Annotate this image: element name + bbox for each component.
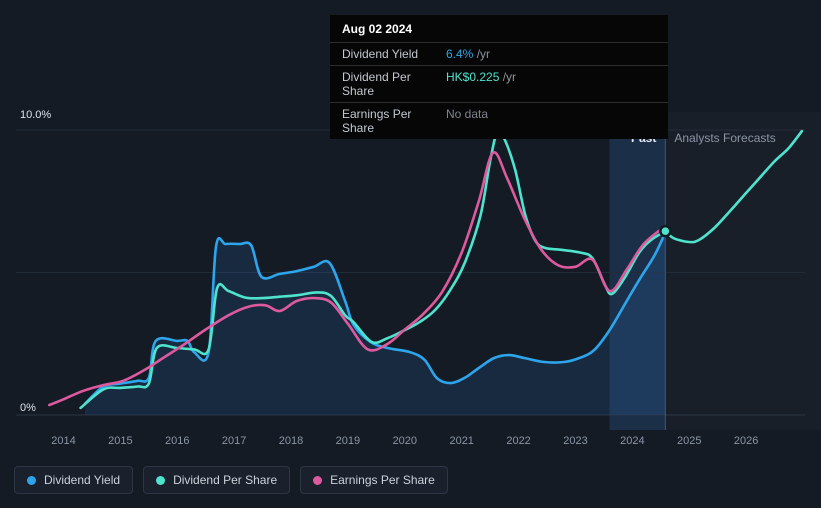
past-highlight-band bbox=[609, 112, 666, 430]
tooltip-value-group: No data bbox=[446, 107, 488, 121]
series-dividend-per-share-forecast bbox=[664, 129, 804, 244]
legend-item-earnings-per-share[interactable]: Earnings Per Share bbox=[300, 466, 448, 494]
x-axis-tick-label: 2023 bbox=[563, 435, 587, 447]
tooltip-row-earnings-per-share: Earnings Per Share No data bbox=[330, 102, 668, 139]
tooltip-value-group: HK$0.225 /yr bbox=[446, 70, 516, 84]
tooltip-label: Dividend Yield bbox=[342, 47, 419, 61]
tooltip-value-suffix: /yr bbox=[499, 70, 517, 84]
legend-label: Dividend Yield bbox=[44, 473, 121, 487]
tooltip-value: HK$0.225 bbox=[446, 70, 500, 84]
x-axis-tick-label: 2020 bbox=[393, 435, 417, 447]
tooltip-date: Aug 02 2024 bbox=[342, 22, 413, 36]
current-value-marker[interactable] bbox=[659, 224, 672, 238]
y-axis-label-bottom: 0% bbox=[20, 402, 36, 414]
tooltip-label: Earnings Per Share bbox=[342, 107, 412, 135]
x-axis-tick-label: 2017 bbox=[222, 435, 246, 447]
tooltip-value-group: 6.4% /yr bbox=[446, 47, 490, 61]
legend-dot-icon bbox=[27, 475, 36, 485]
x-axis-tick-label: 2025 bbox=[677, 435, 701, 447]
x-axis-tick-label: 2015 bbox=[108, 435, 132, 447]
x-axis-tick-label: 2024 bbox=[620, 435, 644, 447]
forecast-label: Analysts Forecasts bbox=[674, 131, 775, 145]
tooltip-label: Dividend Per Share bbox=[342, 70, 411, 98]
tooltip-row-dividend-per-share: Dividend Per Share HK$0.225 /yr bbox=[330, 65, 668, 102]
chart-tooltip: Aug 02 2024 Dividend Yield 6.4% /yr Divi… bbox=[330, 15, 668, 139]
tooltip-row-dividend-yield: Dividend Yield 6.4% /yr bbox=[330, 42, 668, 65]
series-dividend-yield bbox=[83, 231, 667, 405]
tooltip-value: 6.4% bbox=[446, 47, 474, 61]
x-axis-tick-label: 2026 bbox=[734, 435, 758, 447]
legend-dot-icon bbox=[156, 475, 166, 485]
x-axis-tick-label: 2014 bbox=[51, 435, 75, 447]
forecast-region bbox=[665, 112, 821, 430]
y-axis-label-top: 10.0% bbox=[20, 109, 51, 121]
tooltip-value: No data bbox=[446, 107, 489, 121]
chart-legend: Dividend Yield Dividend Per Share Earnin… bbox=[14, 466, 448, 494]
tooltip-value-suffix: /yr bbox=[473, 47, 491, 61]
x-axis-tick-label: 2022 bbox=[506, 435, 530, 447]
series-earnings-per-share bbox=[48, 151, 666, 407]
legend-item-dividend-yield[interactable]: Dividend Yield bbox=[14, 466, 134, 494]
legend-label: Earnings Per Share bbox=[330, 473, 435, 487]
x-axis-tick-label: 2021 bbox=[449, 435, 473, 447]
x-axis-tick-label: 2016 bbox=[165, 435, 189, 447]
dividend-chart[interactable]: PastAnalysts Forecasts10.0%0%20142015201… bbox=[0, 0, 821, 460]
x-axis-tick-label: 2018 bbox=[279, 435, 303, 447]
legend-label: Dividend Per Share bbox=[173, 473, 278, 487]
legend-dot-icon bbox=[313, 475, 323, 485]
legend-item-dividend-per-share[interactable]: Dividend Per Share bbox=[143, 466, 291, 494]
x-axis-tick-label: 2019 bbox=[336, 435, 360, 447]
area-dividend-yield bbox=[85, 232, 666, 415]
